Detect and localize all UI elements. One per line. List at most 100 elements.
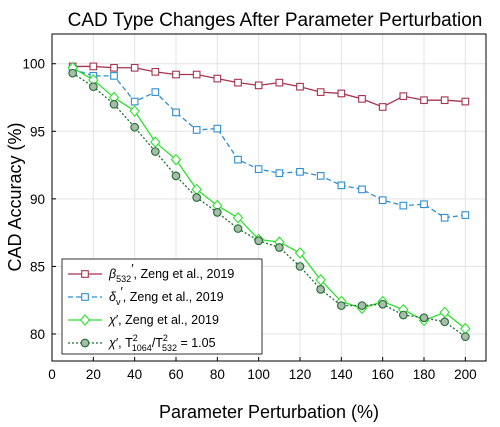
legend-label: δv′, Zeng et al., 2019 — [109, 285, 224, 307]
series-1 — [68, 62, 470, 111]
axis-ticks: 0 20 40 60 80 100 120 140 160 180 200 80 85 90 95 100 — [22, 57, 476, 382]
data-point — [150, 147, 160, 156]
legend-label: β532′, Zeng et al., 2019 — [108, 262, 234, 284]
x-tick-label: 60 — [168, 367, 183, 382]
data-point — [89, 62, 98, 71]
legend-box — [61, 258, 263, 355]
data-point — [129, 105, 140, 117]
data-point — [337, 89, 346, 98]
legend-marker — [80, 338, 90, 348]
legend-marker — [79, 314, 91, 326]
data-point — [232, 211, 244, 224]
data-point — [378, 196, 387, 205]
data-point — [296, 82, 304, 91]
legend-label: χ′, Zeng et al., 2019 — [108, 313, 219, 327]
series-4 — [68, 68, 470, 342]
data-point — [192, 70, 201, 79]
data-point — [212, 208, 222, 217]
data-point — [254, 236, 264, 246]
data-point — [150, 136, 161, 148]
data-point — [461, 211, 470, 219]
data-point — [378, 299, 388, 309]
data-point — [234, 78, 242, 87]
data-point — [151, 67, 160, 76]
y-axis-label: CAD Accuracy (%) — [5, 122, 25, 271]
data-point — [213, 124, 222, 133]
x-tick-label: 40 — [127, 367, 142, 382]
legend-label: χ′, T2 1064/T2 532 = 1.05 — [108, 333, 216, 353]
data-point — [110, 72, 118, 80]
y-tick-label: 80 — [30, 327, 45, 342]
x-tick-label: 20 — [86, 367, 101, 382]
data-point — [420, 96, 428, 105]
data-point — [358, 95, 366, 103]
data-point — [357, 301, 367, 310]
series-2 — [68, 65, 470, 222]
series-line — [72, 68, 466, 219]
data-point — [378, 103, 387, 111]
data-point — [296, 167, 304, 176]
data-point — [337, 181, 346, 190]
data-point — [419, 313, 429, 323]
legend-marker — [81, 270, 89, 278]
data-point — [440, 96, 449, 105]
series-line — [72, 72, 466, 338]
data-point — [461, 97, 470, 106]
data-point — [316, 172, 325, 180]
data-point — [275, 78, 284, 87]
data-point — [399, 201, 408, 210]
series-layer — [67, 61, 471, 342]
data-point — [109, 99, 119, 109]
data-point — [171, 171, 181, 181]
data-point — [110, 63, 118, 72]
y-tick-label: 85 — [30, 259, 45, 274]
legend-entry: χ′, Zeng et al., 2019 — [68, 313, 219, 327]
data-point — [274, 243, 284, 252]
x-tick-label: 120 — [289, 367, 312, 382]
x-tick-label: 180 — [413, 367, 436, 382]
plot-area-frame — [51, 33, 487, 362]
data-point — [234, 155, 242, 164]
data-point — [130, 122, 140, 132]
x-tick-label: 0 — [48, 367, 56, 382]
data-point — [275, 169, 284, 178]
data-point — [399, 92, 408, 101]
legend-entry: χ′, T2 1064/T2 532 = 1.05 — [68, 333, 216, 353]
data-point — [172, 70, 180, 79]
data-point — [315, 274, 326, 286]
data-point — [398, 310, 408, 320]
data-point — [440, 317, 450, 327]
x-tick-label: 160 — [371, 367, 394, 382]
data-point — [336, 301, 346, 310]
x-axis-label: Parameter Perturbation (%) — [159, 402, 379, 422]
data-point — [254, 81, 263, 90]
data-point — [295, 262, 305, 271]
x-tick-label: 140 — [330, 367, 353, 382]
data-point — [130, 63, 139, 72]
data-point — [294, 247, 306, 259]
data-point — [68, 68, 78, 78]
data-point — [358, 185, 366, 194]
x-tick-label: 200 — [454, 367, 477, 382]
y-tick-label: 95 — [30, 124, 45, 139]
chart-title: CAD Type Changes After Parameter Perturb… — [68, 10, 483, 31]
x-tick-label: 80 — [210, 367, 225, 382]
legend-entry: δv′, Zeng et al., 2019 — [68, 285, 224, 307]
legend-entry: β532′, Zeng et al., 2019 — [68, 262, 234, 284]
data-point — [172, 108, 180, 117]
series-3 — [67, 61, 471, 335]
data-point — [316, 88, 325, 96]
data-point — [151, 88, 160, 96]
data-point — [254, 165, 263, 173]
legend-marker — [81, 293, 89, 301]
data-point — [460, 332, 470, 342]
data-point — [88, 82, 98, 92]
data-point — [460, 322, 471, 335]
data-point — [192, 126, 201, 134]
x-tick-label: 100 — [247, 367, 270, 382]
data-point — [170, 153, 182, 166]
data-point — [420, 200, 428, 209]
data-point — [439, 306, 450, 319]
